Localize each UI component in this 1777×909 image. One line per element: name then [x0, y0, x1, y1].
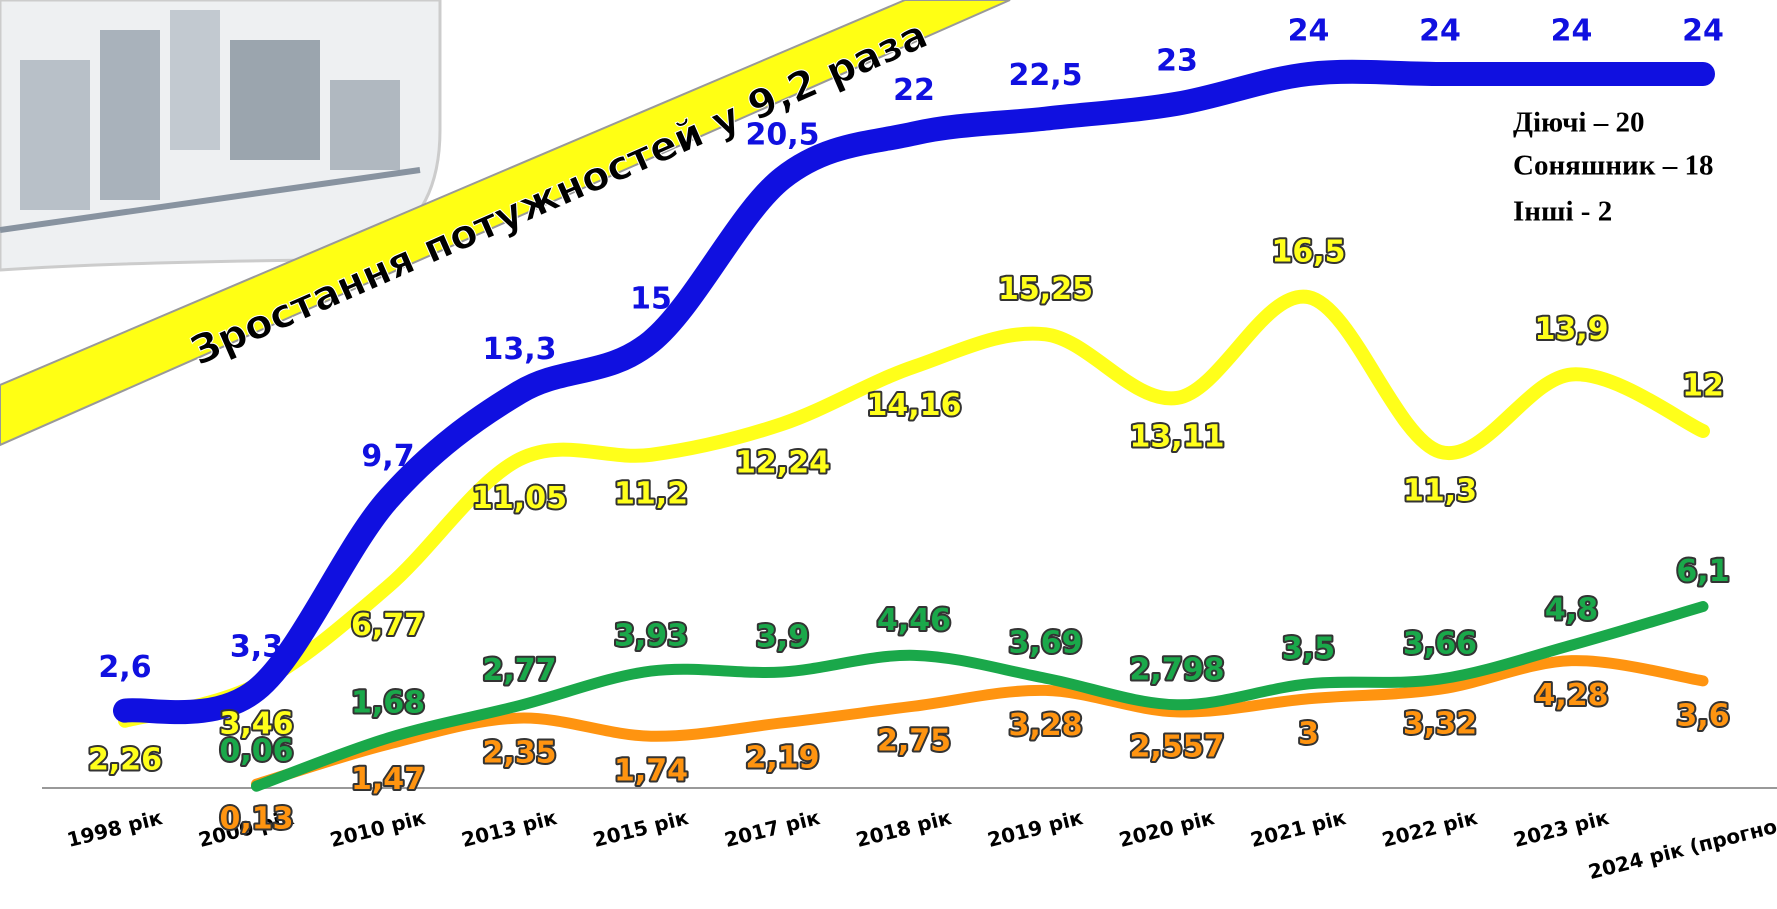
x-tick-label: 2015 рік	[590, 805, 691, 852]
note: Соняшник – 18	[1513, 150, 1713, 182]
value-label: 4,28	[1534, 678, 1608, 713]
x-tick-label: 2022 рік	[1379, 805, 1480, 852]
value-label: 3,6	[1676, 698, 1729, 733]
value-label: 23	[1156, 43, 1198, 78]
value-label: 0,06	[219, 734, 293, 769]
x-tick-label: 2013 рік	[459, 805, 560, 852]
page: Зростання потужностей у 9,2 раза Діючі –…	[0, 0, 1777, 909]
x-tick-label: 2019 рік	[985, 805, 1086, 852]
value-label: 3,28	[1008, 708, 1082, 743]
x-tick-label: 2023 рік	[1511, 805, 1612, 852]
x-tick-label: 2010 рік	[327, 805, 428, 852]
value-label: 2,35	[482, 736, 556, 771]
value-label: 22	[893, 73, 935, 108]
value-label: 3	[1298, 716, 1319, 751]
value-label: 3,9	[756, 619, 809, 654]
value-label: 24	[1419, 14, 1461, 49]
value-label: 16,5	[1271, 235, 1345, 270]
value-label: 11,05	[472, 481, 567, 516]
value-label: 0,13	[219, 802, 293, 837]
x-tick-label: 2018 рік	[853, 805, 954, 852]
x-tick-label: 2020 рік	[1116, 805, 1217, 852]
value-label: 2,26	[88, 742, 162, 777]
value-label: 3,5	[1282, 631, 1335, 666]
x-tick-label: 2024 рік (прогноз)	[1586, 809, 1777, 884]
value-label: 1,68	[351, 686, 425, 721]
value-label: 4,8	[1545, 593, 1598, 628]
chart: Зростання потужностей у 9,2 раза Діючі –…	[0, 0, 1777, 909]
value-label: 2,6	[98, 650, 151, 685]
value-label: 24	[1551, 14, 1593, 49]
value-label: 12,24	[735, 445, 830, 480]
note: Інші - 2	[1513, 196, 1612, 228]
value-label: 2,798	[1130, 652, 1225, 687]
value-label: 13,11	[1130, 419, 1225, 454]
value-label: 9,7	[361, 439, 414, 474]
value-label: 2,75	[877, 724, 951, 759]
series-line	[257, 661, 1704, 785]
value-label: 2,77	[482, 653, 556, 688]
value-label: 15,25	[998, 272, 1093, 307]
value-label: 11,2	[614, 476, 688, 511]
value-label: 11,3	[1403, 473, 1477, 508]
value-label: 2,19	[745, 740, 819, 775]
value-label: 6,77	[351, 608, 425, 643]
value-label: 24	[1288, 14, 1330, 49]
value-label: 2,557	[1130, 729, 1225, 764]
value-label: 20,5	[745, 118, 819, 153]
value-label: 1,47	[351, 762, 425, 797]
value-label: 13,3	[482, 332, 556, 367]
value-label: 3,66	[1403, 627, 1477, 662]
note: Діючі – 20	[1513, 107, 1644, 139]
x-tick-label: 1998 рік	[64, 805, 165, 852]
value-label: 3,32	[1403, 707, 1477, 742]
value-label: 15	[630, 281, 672, 316]
value-label: 22,5	[1008, 58, 1082, 93]
value-label: 14,16	[867, 388, 962, 423]
value-label: 1,74	[614, 754, 688, 789]
value-label: 13,9	[1534, 312, 1608, 347]
value-label: 3,3	[230, 629, 283, 664]
value-label: 6,1	[1676, 554, 1729, 589]
x-tick-label: 2017 рік	[722, 805, 823, 852]
value-label: 3,93	[614, 619, 688, 654]
value-label: 3,69	[1008, 626, 1082, 661]
value-label: 12	[1682, 369, 1724, 404]
value-label: 24	[1682, 14, 1724, 49]
value-label: 4,46	[877, 603, 951, 638]
x-tick-label: 2021 рік	[1248, 805, 1349, 852]
